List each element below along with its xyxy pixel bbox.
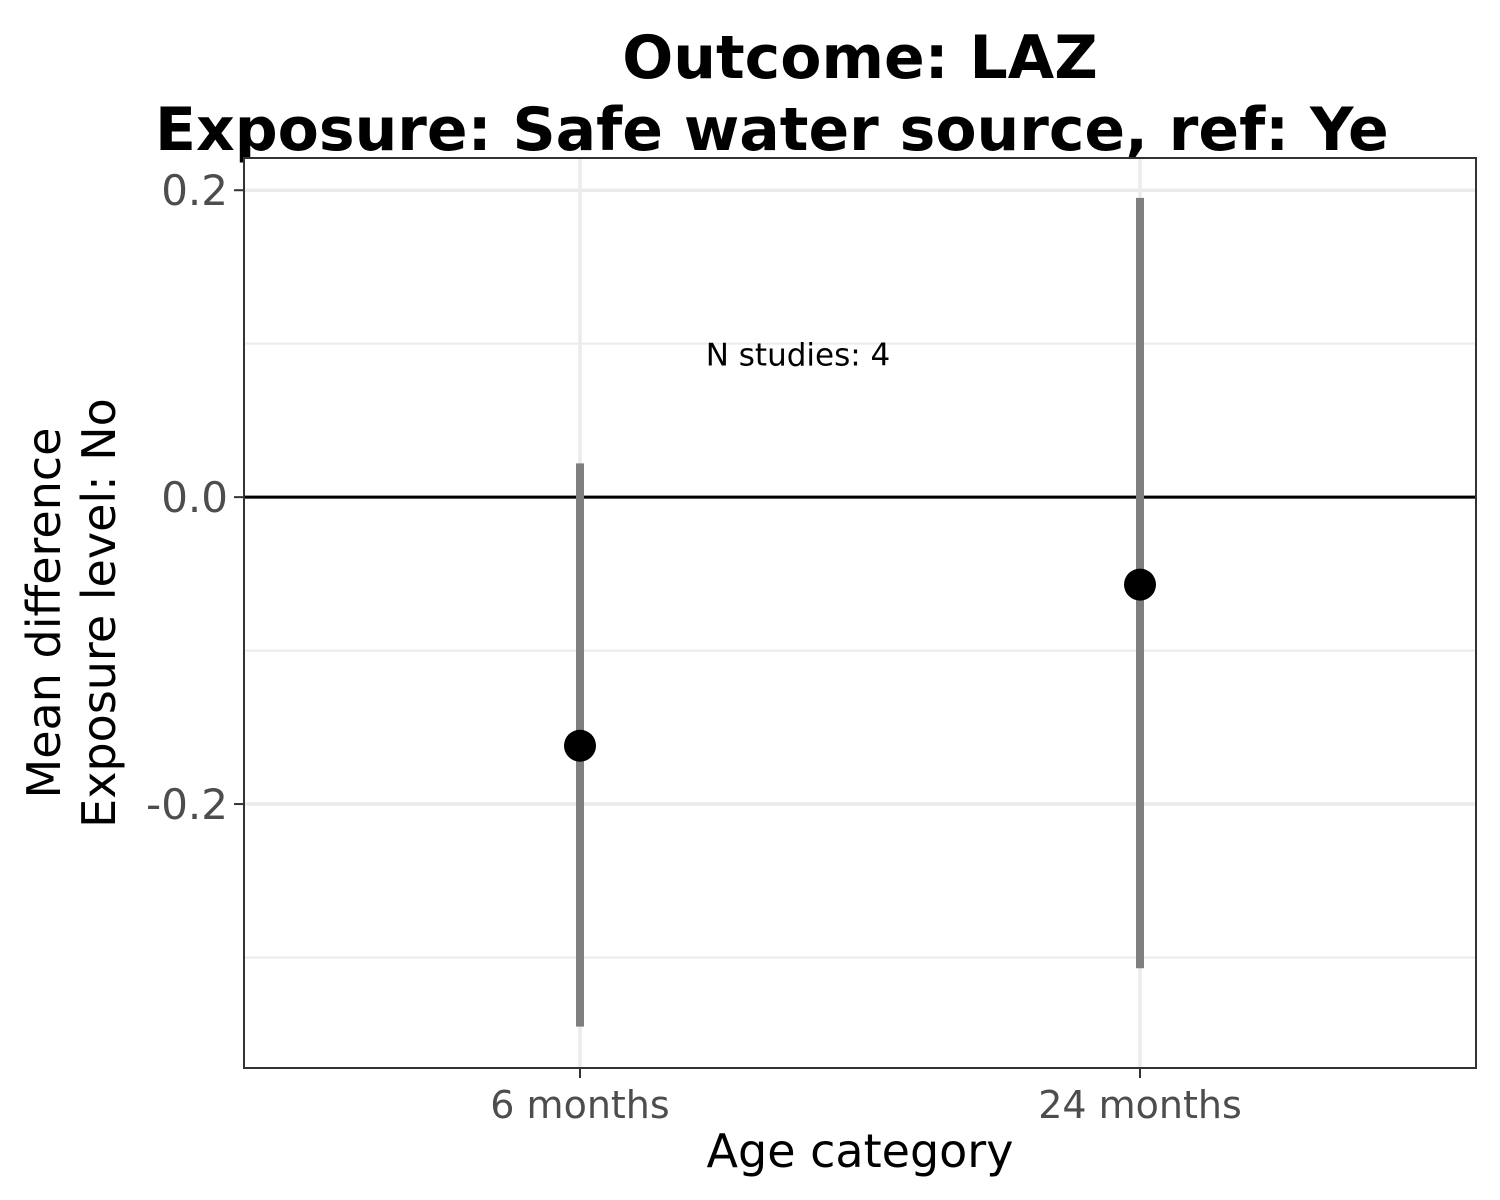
- data-marks: [564, 197, 1156, 1027]
- plot-panel: [244, 158, 1476, 1068]
- y-tick-label: -0.2: [146, 780, 228, 829]
- y-axis: 0.2 0.0 -0.2: [146, 166, 244, 829]
- x-tick-label: 6 months: [490, 1083, 669, 1127]
- estimate-point-0: [564, 729, 596, 762]
- annotation-group: N studies: 4: [706, 337, 891, 373]
- x-tick-label: 24 months: [1038, 1083, 1242, 1127]
- chart-title: Outcome: LAZ: [622, 23, 1097, 93]
- chart-subtitle: Exposure: Safe water source, ref: Ye: [155, 95, 1389, 165]
- estimate-point-1: [1124, 568, 1156, 601]
- y-axis-title-line-2: Exposure level: No: [72, 398, 126, 828]
- y-axis-title: Mean difference Exposure level: No: [17, 398, 126, 828]
- y-tick-label: 0.0: [161, 473, 228, 522]
- y-axis-title-line-1: Mean difference: [17, 428, 71, 799]
- x-axis-title: Age category: [707, 1124, 1014, 1178]
- n-studies-annotation: N studies: 4: [706, 337, 891, 373]
- panel-border: [243, 157, 1477, 1069]
- x-axis: 6 months 24 months: [490, 1068, 1242, 1127]
- y-tick-label: 0.2: [161, 166, 228, 215]
